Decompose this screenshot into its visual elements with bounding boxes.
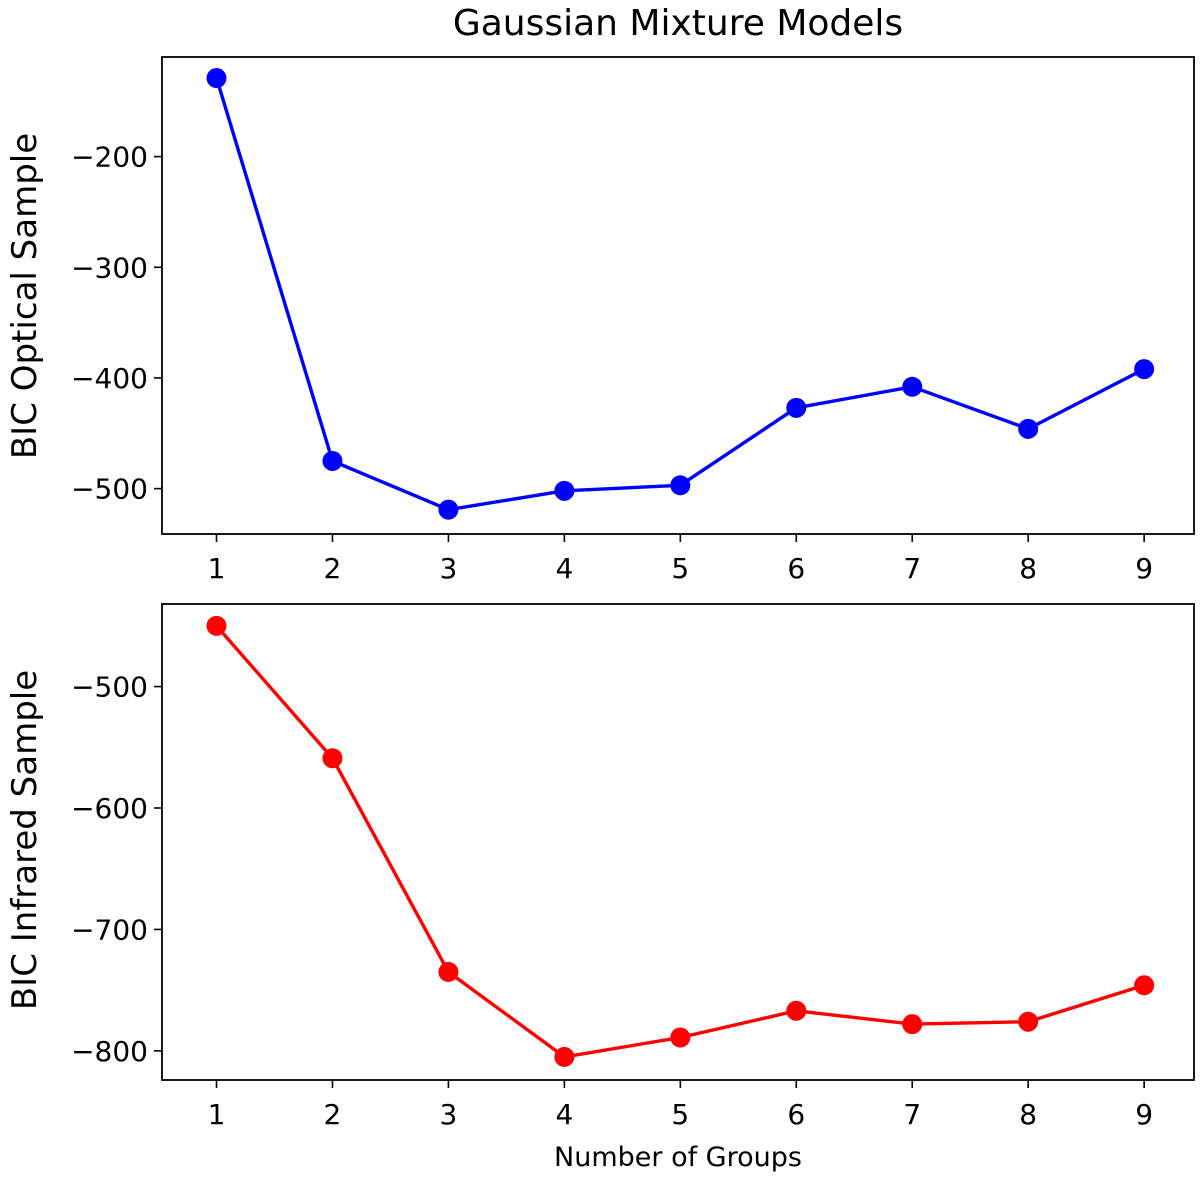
infrared-data-point	[322, 748, 343, 769]
infrared-y-tick-label: −500	[71, 671, 148, 704]
optical-y-tick-label: −300	[71, 251, 148, 284]
infrared-series-line	[215, 624, 1145, 1059]
infrared-x-tick-label: 5	[671, 1098, 689, 1131]
infrared-x-tick-label: 1	[208, 1098, 226, 1131]
infrared-x-tick-label: 3	[439, 1098, 457, 1131]
infrared-subplot: BIC Infrared Sample Number of Groups 1 2 3…	[5, 603, 1195, 1173]
optical-data-point	[670, 475, 691, 496]
infrared-data-point	[206, 615, 227, 636]
optical-data-point	[554, 480, 575, 501]
optical-x-tick-label: 7	[903, 552, 921, 585]
optical-series-line	[214, 77, 1145, 512]
infrared-data-point	[670, 1027, 691, 1048]
x-axis-label: Number of Groups	[554, 1142, 802, 1173]
optical-data-point	[438, 499, 459, 520]
chart-title: Gaussian Mixture Models	[453, 3, 903, 44]
infrared-y-tick-label: −800	[71, 1035, 148, 1068]
optical-axes-frame	[161, 56, 1195, 535]
optical-data-point	[1134, 359, 1155, 380]
infrared-x-tick-label: 6	[787, 1098, 805, 1131]
optical-x-tick-label: 4	[555, 552, 573, 585]
optical-data-point	[902, 376, 923, 397]
optical-x-tick-label: 3	[439, 552, 457, 585]
infrared-data-point	[1134, 975, 1155, 996]
infrared-axes-frame	[161, 603, 1195, 1081]
optical-x-tick-label: 8	[1019, 552, 1037, 585]
infrared-x-tick-label: 8	[1019, 1098, 1037, 1131]
optical-y-tick-label: −400	[71, 362, 148, 395]
optical-data-point	[1018, 418, 1039, 439]
optical-x-tick-label: 5	[671, 552, 689, 585]
infrared-data-point	[1018, 1011, 1039, 1032]
infrared-x-tick-label: 4	[555, 1098, 573, 1131]
optical-y-tick-label: −500	[71, 473, 148, 506]
optical-x-tick-label: 1	[208, 552, 226, 585]
optical-y-axis-label: BIC Optical Sample	[5, 133, 45, 459]
infrared-x-tick-label: 9	[1135, 1098, 1153, 1131]
optical-data-point	[786, 397, 807, 418]
optical-data-point	[322, 450, 343, 471]
optical-x-tick-label: 9	[1135, 552, 1153, 585]
infrared-y-axis-label: BIC Infrared Sample	[5, 670, 45, 1010]
infrared-x-tick-label: 7	[903, 1098, 921, 1131]
infrared-y-tick-label: −600	[71, 792, 148, 825]
infrared-y-tick-label: −700	[71, 913, 148, 946]
infrared-x-tick-label: 2	[324, 1098, 342, 1131]
optical-x-tick-label: 2	[324, 552, 342, 585]
optical-y-tick-label: −200	[71, 141, 148, 174]
infrared-data-point	[438, 961, 459, 982]
optical-subplot: BIC Optical Sample 1 2 3 4 5 6 7 8 9 −500 −400 −300…	[5, 56, 1195, 585]
optical-data-point	[206, 68, 227, 89]
infrared-data-point	[554, 1046, 575, 1067]
infrared-data-point	[902, 1014, 923, 1035]
infrared-data-point	[786, 1000, 807, 1021]
optical-x-tick-label: 6	[787, 552, 805, 585]
